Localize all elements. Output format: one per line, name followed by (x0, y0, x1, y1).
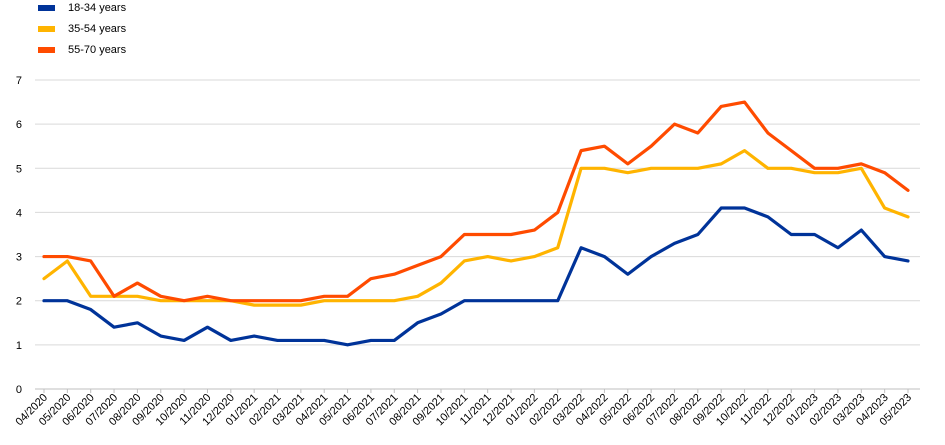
legend: 18-34 years 35-54 years 55-70 years (38, 2, 127, 56)
y-tick-label: 0 (16, 384, 22, 396)
y-tick-label: 7 (16, 75, 22, 87)
legend-label: 35-54 years (68, 23, 127, 35)
y-tick-label: 5 (16, 163, 22, 175)
x-axis: 04/202005/202006/202007/202008/202009/20… (14, 389, 914, 428)
y-tick-label: 4 (16, 207, 22, 219)
series-line-55-70-years (42, 100, 910, 303)
series-line-35-54-years (42, 149, 910, 307)
legend-swatch (38, 47, 55, 53)
y-axis: 0 1 2 3 4 5 6 7 (16, 75, 22, 396)
series-line-18-34-years (42, 206, 910, 347)
y-tick-label: 3 (16, 252, 22, 264)
y-tick-label: 1 (16, 340, 22, 352)
plot-area (42, 100, 910, 347)
y-tick-label: 2 (16, 296, 22, 308)
legend-swatch (38, 26, 55, 32)
y-tick-label: 6 (16, 119, 22, 131)
legend-swatch (38, 5, 55, 11)
legend-label: 18-34 years (68, 2, 127, 14)
legend-label: 55-70 years (68, 44, 127, 56)
